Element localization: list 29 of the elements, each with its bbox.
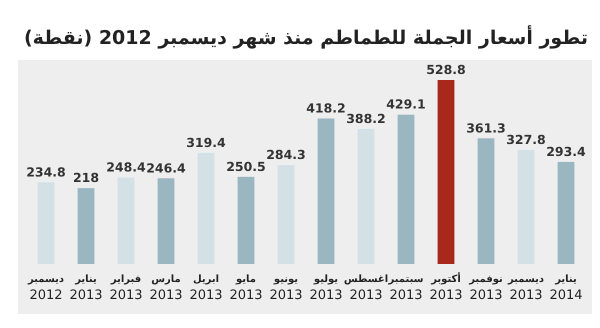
bar <box>358 128 374 264</box>
bar <box>398 114 414 264</box>
bar <box>518 150 534 264</box>
chart-title: تطور أسعار الجملة للطماطم منذ شهر ديسمبر 2012 (نقطة) <box>24 25 588 49</box>
data-label: 218 <box>72 170 100 186</box>
bar <box>118 178 134 264</box>
data-label: 388.2 <box>346 110 386 126</box>
data-label: 250.5 <box>226 158 266 174</box>
data-label: 246.4 <box>146 160 186 176</box>
bar <box>278 165 294 264</box>
data-label: 293.4 <box>546 144 586 159</box>
data-label: 248.4 <box>106 160 146 175</box>
bar <box>318 118 334 264</box>
data-label: 234.8 <box>26 164 66 180</box>
bar <box>78 188 94 264</box>
bar <box>238 176 254 264</box>
bar <box>558 162 574 264</box>
data-label: 418.2 <box>306 100 346 116</box>
bar <box>438 80 454 264</box>
data-label: 361.3 <box>466 120 506 136</box>
bar <box>478 138 494 264</box>
data-label: 528.8 <box>426 62 466 77</box>
data-label: 319.4 <box>186 134 226 150</box>
bar <box>38 182 54 264</box>
data-label: 284.3 <box>266 147 306 162</box>
bar <box>198 152 214 264</box>
data-label: 429.1 <box>386 96 426 112</box>
data-label: 327.8 <box>506 132 546 147</box>
bar <box>158 178 174 264</box>
